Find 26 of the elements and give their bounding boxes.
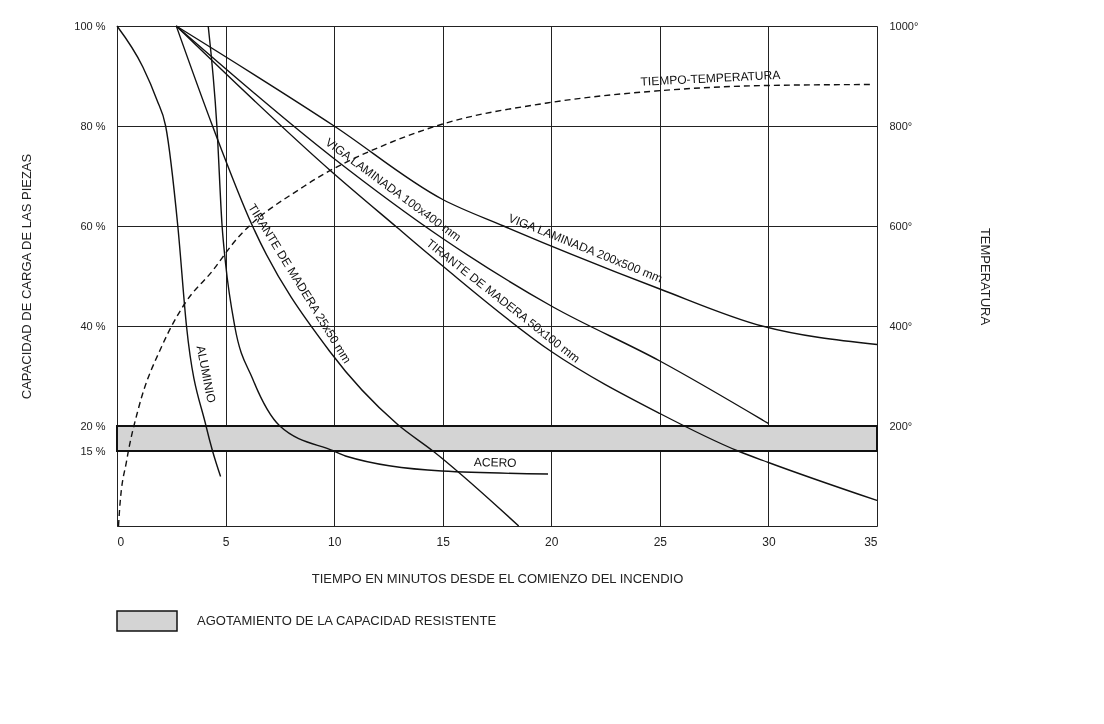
y-tick-label: 60 % <box>80 219 106 232</box>
x-tick-label: 15 <box>436 534 451 549</box>
y2-tick-label: 800° <box>889 119 913 132</box>
x-tick-label: 25 <box>653 534 668 549</box>
legend-label: AGOTAMIENTO DE LA CAPACIDAD RESISTENTE <box>197 613 497 628</box>
series-label: TIEMPO-TEMPERATURA <box>640 67 781 89</box>
y2-axis-title: TEMPERATURA <box>978 227 994 326</box>
y-tick-label: 15 % <box>80 444 106 457</box>
y2-tick-label: 1000° <box>889 19 919 32</box>
x-tick-label: 20 <box>545 534 559 549</box>
y2-tick-label: 400° <box>889 319 913 332</box>
text: ALUMINIO <box>193 344 219 404</box>
x-tick-label: 35 <box>864 534 878 549</box>
y2-tick-label: 200° <box>889 419 913 432</box>
y-tick-label: 100 % <box>74 19 106 32</box>
y-axis-title: CAPACIDAD DE CARGA DE LAS PIEZAS <box>19 153 35 400</box>
y-tick-label: 40 % <box>80 319 106 332</box>
series-label: ACERO <box>473 454 517 471</box>
y-tick-label: 20 % <box>80 419 106 432</box>
x-axis-title: TIEMPO EN MINUTOS DESDE EL COMIENZO DEL INCENDIO <box>311 570 684 586</box>
y-tick-label: 80 % <box>80 119 106 132</box>
y2-tick-label: 600° <box>889 219 913 232</box>
x-tick-label: 5 <box>222 534 230 549</box>
x-tick-label: 10 <box>327 534 342 549</box>
x-tick-label: 0 <box>117 534 125 549</box>
x-tick-label: 30 <box>762 534 776 549</box>
